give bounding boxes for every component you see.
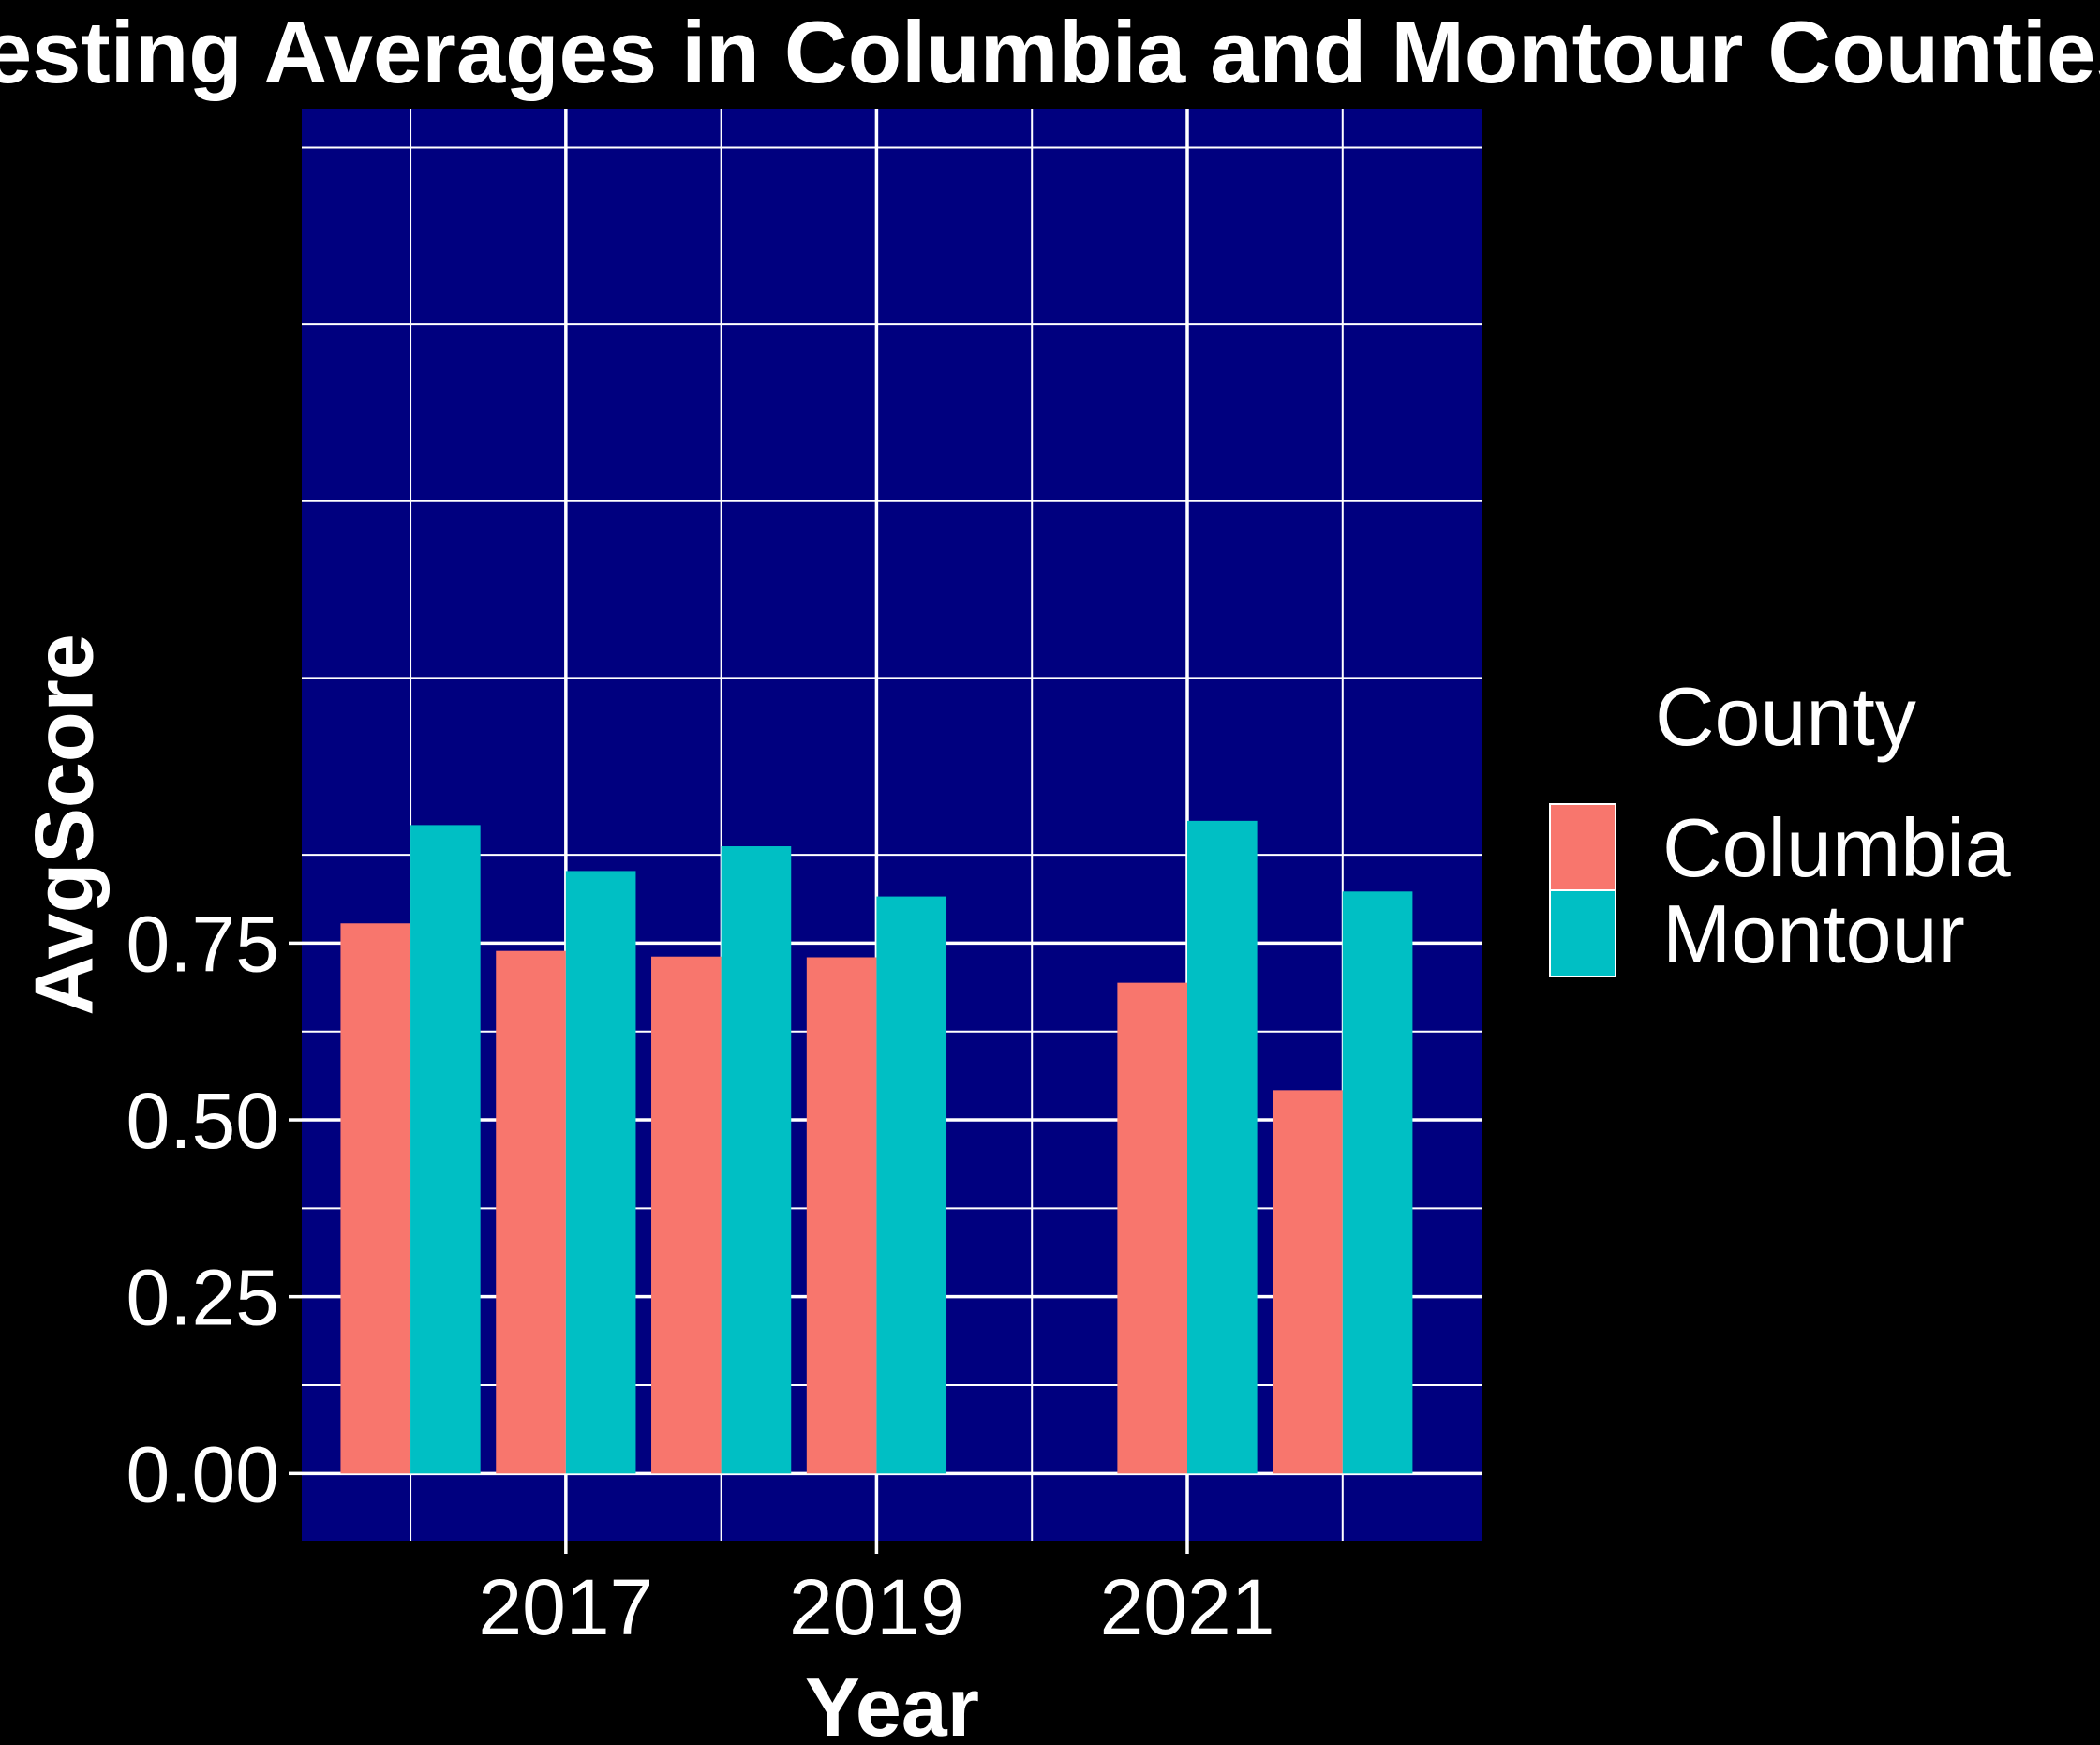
x-axis-ticks: 2017 2019 2021: [478, 1541, 1274, 1651]
bar-columbia-2022: [1273, 1090, 1343, 1474]
chart-title: Testing Averages in Columbia and Montour…: [0, 3, 2100, 101]
legend-title: County: [1655, 670, 1916, 763]
bar-montour-2016: [410, 825, 481, 1474]
y-axis-ticks: 0.00 0.25 0.50 0.75: [127, 900, 302, 1518]
legend-label-montour: Montour: [1662, 887, 1965, 980]
x-tick-label: 2017: [478, 1563, 653, 1651]
bars: [340, 820, 1413, 1474]
x-axis-title: Year: [805, 1661, 979, 1745]
bar-montour-2019: [876, 896, 947, 1474]
y-tick-label: 0.50: [127, 1077, 280, 1165]
legend-label-columbia: Columbia: [1662, 801, 2011, 894]
bar-montour-2021: [1187, 820, 1258, 1474]
y-axis-title: AvgScore: [18, 634, 111, 1016]
bar-columbia-2021: [1117, 982, 1187, 1474]
bar-montour-2022: [1342, 891, 1413, 1474]
y-tick-label: 0.25: [127, 1254, 280, 1342]
bar-montour-2017: [565, 871, 636, 1474]
bar-columbia-2017: [496, 950, 566, 1474]
bar-columbia-2018: [651, 956, 722, 1474]
y-tick-label: 0.00: [127, 1430, 280, 1518]
bar-montour-2018: [721, 846, 792, 1474]
x-tick-label: 2019: [789, 1563, 964, 1651]
legend-key-montour: [1549, 889, 1616, 977]
y-tick-label: 0.75: [127, 900, 280, 988]
bar-columbia-2019: [806, 957, 877, 1474]
legend-key-columbia: [1549, 803, 1616, 891]
bar-columbia-2016: [340, 923, 411, 1474]
x-tick-label: 2021: [1100, 1563, 1275, 1651]
